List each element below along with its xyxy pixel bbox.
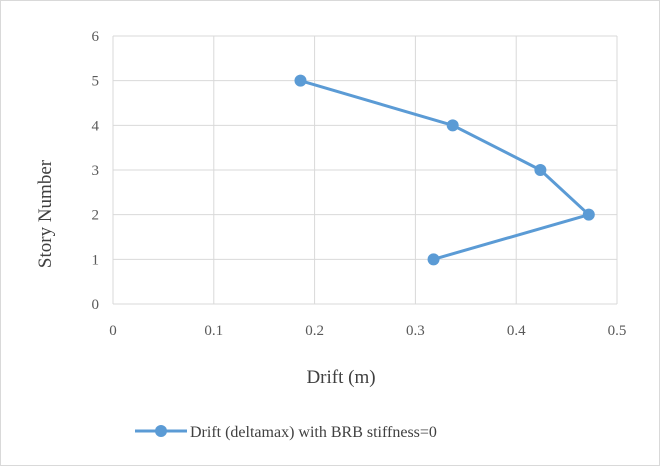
x-tick-label: 0.5 <box>608 323 627 339</box>
y-tick-label: 1 <box>92 252 100 268</box>
tick-labels: 0 1 2 3 4 5 6 0 0.1 0.2 0.3 0.4 0.5 <box>92 29 627 339</box>
data-point[interactable] <box>294 74 307 87</box>
gridlines <box>112 35 618 305</box>
y-tick-label: 6 <box>92 29 100 45</box>
legend[interactable]: Drift (deltamax) with BRB stiffness=0 <box>135 424 437 441</box>
y-tick-label: 5 <box>92 74 100 90</box>
y-tick-label: 3 <box>92 163 100 179</box>
x-axis-title: Drift (m) <box>306 367 375 388</box>
data-point[interactable] <box>446 119 459 132</box>
x-tick-label: 0.2 <box>305 323 324 339</box>
data-point[interactable] <box>534 164 547 176</box>
y-axis-title: Story Number <box>35 159 56 268</box>
x-tick-label: 0.1 <box>204 323 223 339</box>
y-tick-label: 4 <box>92 118 100 134</box>
x-tick-label: 0.3 <box>406 323 425 339</box>
legend-dot-marker <box>155 425 167 437</box>
data-point[interactable] <box>427 253 440 266</box>
x-tick-label: 0.4 <box>507 323 526 339</box>
legend-label: Drift (deltamax) with BRB stiffness=0 <box>190 424 437 441</box>
y-tick-label: 2 <box>92 208 100 224</box>
series-layer <box>294 74 595 266</box>
x-tick-label: 0 <box>109 323 117 339</box>
data-point[interactable] <box>582 208 595 221</box>
y-tick-label: 0 <box>92 297 100 313</box>
